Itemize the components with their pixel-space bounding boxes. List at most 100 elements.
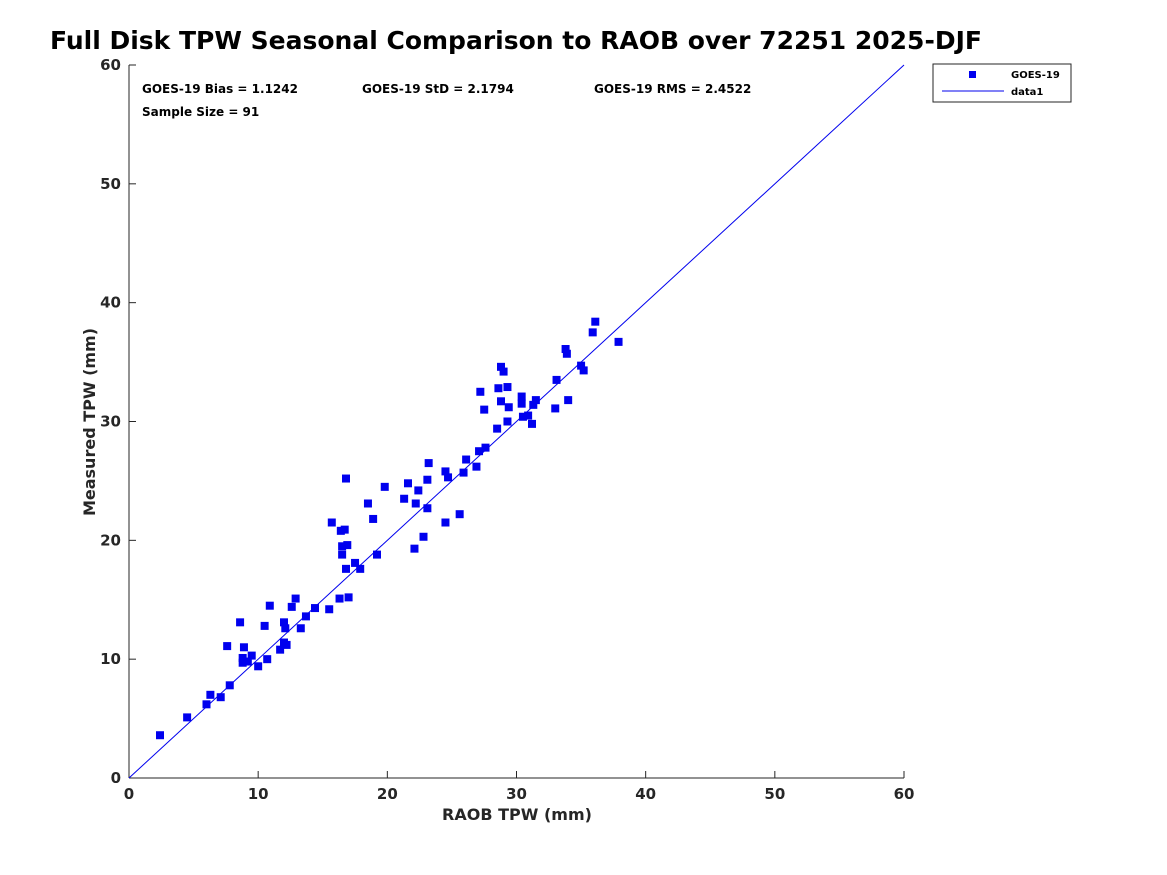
stat-sample-size: Sample Size = 91 <box>142 105 259 119</box>
stat-bias: GOES-19 Bias = 1.1242 <box>142 82 298 96</box>
data-point-goes19 <box>260 621 269 630</box>
data-point-goes19 <box>475 447 484 456</box>
data-point-goes19 <box>499 367 508 376</box>
stat-rms: GOES-19 RMS = 2.4522 <box>594 82 751 96</box>
data-point-goes19 <box>528 419 536 428</box>
data-point-goes19 <box>338 542 347 551</box>
data-point-goes19 <box>410 544 419 553</box>
x-tick-label: 30 <box>506 785 527 803</box>
data-point-goes19 <box>493 424 502 433</box>
data-point-goes19 <box>296 624 305 633</box>
data-point-goes19 <box>577 361 586 370</box>
data-point-goes19 <box>342 564 350 573</box>
y-tick-label: 0 <box>111 769 121 787</box>
data-point-goes19 <box>411 499 420 508</box>
data-point-goes19 <box>369 514 378 523</box>
legend-marker-goes19 <box>969 71 976 78</box>
data-point-goes19 <box>282 640 291 649</box>
data-point-goes19 <box>476 387 485 396</box>
data-point-goes19 <box>344 593 353 602</box>
x-tick-label: 50 <box>764 785 785 803</box>
stat-std: GOES-19 StD = 2.1794 <box>362 82 514 96</box>
data-point-goes19 <box>247 651 256 660</box>
y-tick-label: 50 <box>100 175 121 193</box>
data-point-goes19 <box>579 366 588 375</box>
data-point-goes19 <box>551 404 560 413</box>
data-point-goes19 <box>480 405 489 414</box>
x-tick-label: 40 <box>635 785 656 803</box>
data-point-goes19 <box>472 462 481 471</box>
data-point-goes19 <box>311 604 319 613</box>
data-point-goes19 <box>564 396 573 405</box>
data-point-goes19 <box>254 662 263 671</box>
x-tick-label: 10 <box>248 785 269 803</box>
data-point-goes19 <box>459 468 468 477</box>
legend-box <box>932 63 1072 103</box>
y-tick-label: 60 <box>100 56 121 74</box>
x-tick-label: 0 <box>124 785 134 803</box>
x-tick-label: 20 <box>377 785 398 803</box>
data-point-goes19 <box>404 479 412 488</box>
data-point-goes19 <box>380 482 389 491</box>
data-point-goes19 <box>504 403 513 412</box>
chart-title: Full Disk TPW Seasonal Comparison to RAO… <box>50 26 982 55</box>
data-point-goes19 <box>343 541 352 550</box>
data-point-goes19 <box>497 362 505 371</box>
data-point-goes19 <box>338 550 347 559</box>
data-point-goes19 <box>327 518 336 527</box>
legend-label-data1: data1 <box>1011 87 1043 98</box>
plot-axes: 0 10 20 30 40 50 60 0 10 20 30 40 50 60 <box>100 56 914 803</box>
y-axis-label: Measured TPW (mm) <box>80 328 99 516</box>
data-point-goes19 <box>276 645 285 654</box>
data-point-goes19 <box>243 657 252 666</box>
data-point-goes19 <box>531 396 540 405</box>
data-point-goes19 <box>614 337 623 346</box>
data-point-goes19 <box>588 328 597 337</box>
y-tick-label: 10 <box>100 650 121 668</box>
data-point-goes19 <box>529 400 538 409</box>
data-point-goes19 <box>351 558 360 567</box>
data-point-goes19 <box>423 504 432 513</box>
data-point-goes19 <box>281 624 290 633</box>
data-point-goes19 <box>265 601 274 610</box>
x-axis-label: RAOB TPW (mm) <box>442 805 592 824</box>
data-point-goes19 <box>400 494 409 503</box>
data-point-goes19 <box>494 384 503 393</box>
data-point-goes19 <box>481 443 490 452</box>
y-tick-label: 40 <box>100 294 121 312</box>
data-point-goes19 <box>503 383 512 392</box>
data-point-goes19 <box>301 612 310 621</box>
data-point-goes19 <box>238 653 247 662</box>
data-point-goes19 <box>363 499 372 508</box>
data-point-goes19 <box>561 345 570 354</box>
data-point-goes19 <box>325 605 334 614</box>
data-point-goes19 <box>419 532 428 541</box>
data-point-goes19 <box>206 690 215 699</box>
x-tick-label: 60 <box>894 785 915 803</box>
data-point-goes19 <box>455 510 464 519</box>
data-point-goes19 <box>280 618 288 627</box>
data-point-goes19 <box>287 602 296 611</box>
data-point-goes19 <box>373 550 381 559</box>
legend: GOES-19 data1 <box>932 63 1072 103</box>
data-point-goes19 <box>423 475 432 484</box>
data-point-goes19 <box>441 518 450 527</box>
data-point-goes19 <box>291 594 300 603</box>
data-point-goes19 <box>342 474 350 483</box>
data-point-goes19 <box>518 412 527 421</box>
data-point-goes19 <box>356 564 365 573</box>
data-point-goes19 <box>183 713 192 722</box>
data-point-goes19 <box>562 349 571 358</box>
y-tick-label: 20 <box>100 531 121 549</box>
legend-label-goes19: GOES-19 <box>1011 70 1060 81</box>
data-point-goes19 <box>497 397 505 406</box>
data-point-goes19 <box>216 693 225 702</box>
data-point-goes19 <box>424 459 433 468</box>
data-point-goes19 <box>441 467 450 476</box>
data-point-goes19 <box>236 618 245 627</box>
data-point-goes19 <box>552 375 561 384</box>
data-point-goes19 <box>263 655 272 664</box>
data-point-goes19 <box>462 455 471 464</box>
data-point-goes19 <box>517 399 526 408</box>
